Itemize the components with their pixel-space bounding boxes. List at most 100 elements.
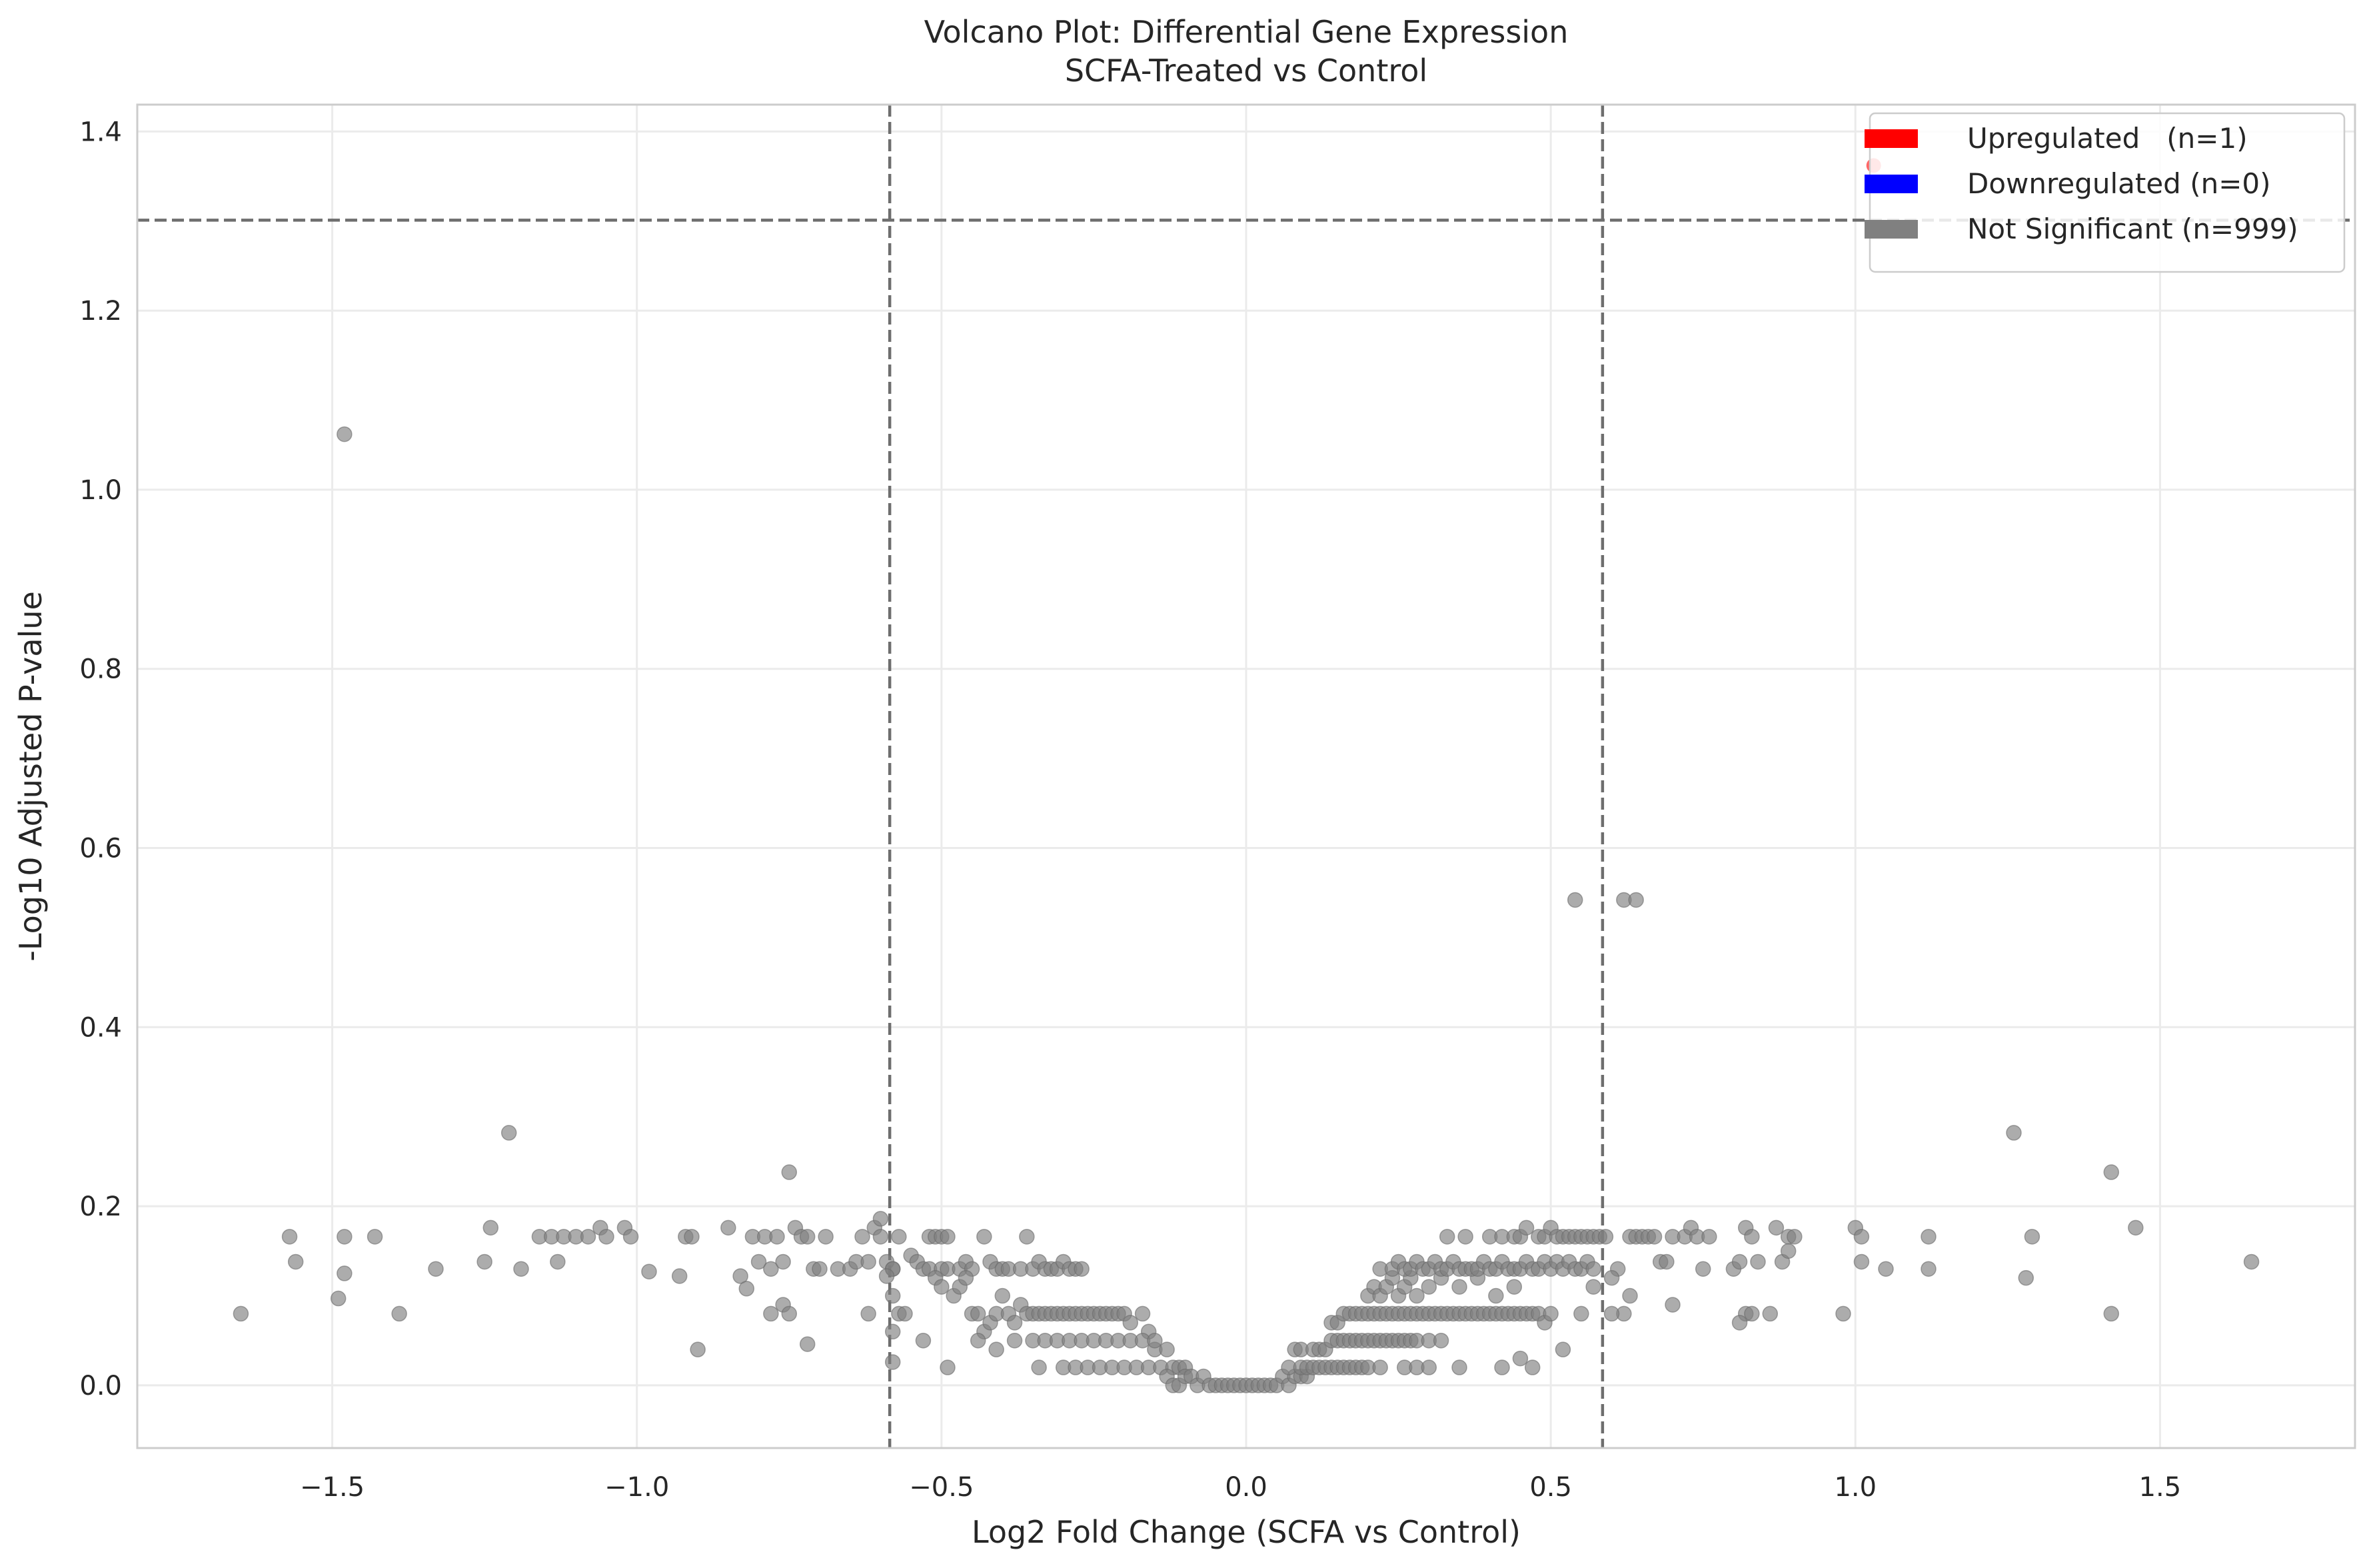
data-point-not-significant <box>233 1305 249 1322</box>
data-point-not-significant <box>281 1229 298 1245</box>
data-point-not-significant <box>2103 1305 2120 1322</box>
data-point-not-significant <box>878 1268 895 1284</box>
data-point-not-significant <box>1134 1305 1151 1322</box>
grid-lines <box>137 105 2355 1448</box>
data-point-not-significant <box>1744 1305 1760 1322</box>
data-point-not-significant <box>1543 1305 1559 1322</box>
data-point-not-significant <box>1567 892 1583 908</box>
data-point-not-significant <box>1006 1315 1023 1331</box>
data-point-not-significant <box>799 1229 816 1245</box>
x-tick-label: −1.0 <box>604 1472 669 1503</box>
data-point-not-significant <box>891 1229 907 1245</box>
data-point-not-significant <box>1488 1287 1504 1304</box>
data-point-not-significant <box>1744 1229 1760 1245</box>
data-point-not-significant <box>1921 1229 1937 1245</box>
data-point-not-significant <box>1372 1359 1388 1375</box>
data-point-not-significant <box>476 1253 492 1270</box>
data-point-not-significant <box>940 1229 956 1245</box>
data-point-not-significant <box>1628 892 1644 908</box>
data-point-not-significant <box>1421 1359 1437 1375</box>
data-point-not-significant <box>2103 1164 2120 1180</box>
y-tick-label: 0.6 <box>79 834 122 864</box>
data-point-not-significant <box>1421 1279 1437 1295</box>
data-point-not-significant <box>1731 1315 1748 1331</box>
data-point-not-significant <box>1573 1305 1589 1322</box>
data-point-not-significant <box>1921 1261 1937 1277</box>
data-point-not-significant <box>1768 1219 1785 1236</box>
y-tick-label: 0.8 <box>79 654 122 685</box>
data-point-not-significant <box>738 1281 755 1297</box>
data-point-not-significant <box>684 1229 700 1245</box>
x-tick-label: −1.5 <box>300 1472 365 1503</box>
data-point-not-significant <box>330 1290 347 1307</box>
data-point-not-significant <box>428 1261 444 1277</box>
data-point-not-significant <box>1665 1297 1681 1313</box>
data-point-not-significant <box>1585 1279 1601 1295</box>
legend: Upregulated (n=1) Downregulated (n=0) No… <box>1865 112 2346 273</box>
data-point-not-significant <box>1731 1253 1748 1270</box>
data-point-not-significant <box>1555 1341 1571 1357</box>
data-point-not-significant <box>940 1359 956 1375</box>
data-point-not-significant <box>1878 1261 1894 1277</box>
data-points <box>233 158 2260 1393</box>
data-point-not-significant <box>2006 1125 2022 1141</box>
data-point-not-significant <box>1585 1261 1601 1277</box>
data-point-not-significant <box>720 1219 736 1236</box>
data-point-not-significant <box>337 1229 353 1245</box>
data-point-not-significant <box>1409 1287 1425 1304</box>
data-point-not-significant <box>970 1332 986 1349</box>
data-point-not-significant <box>763 1305 779 1322</box>
data-point-not-significant <box>1506 1279 1523 1295</box>
data-point-not-significant <box>884 1354 901 1370</box>
data-point-not-significant <box>1147 1332 1163 1349</box>
data-point-not-significant <box>367 1229 383 1245</box>
data-point-not-significant <box>1512 1350 1529 1367</box>
data-point-not-significant <box>1122 1315 1139 1331</box>
data-point-not-significant <box>1433 1332 1449 1349</box>
data-point-not-significant <box>2243 1253 2260 1270</box>
data-point-not-significant <box>812 1261 828 1277</box>
data-point-not-significant <box>854 1229 870 1245</box>
data-point-not-significant <box>2018 1269 2034 1286</box>
legend-swatch-not-significant <box>1865 220 1918 239</box>
data-point-not-significant <box>1646 1229 1663 1245</box>
data-point-not-significant <box>958 1269 974 1286</box>
x-tick-label: −0.5 <box>909 1472 974 1503</box>
data-point-not-significant <box>781 1305 798 1322</box>
chart-subtitle: SCFA-Treated vs Control <box>1065 53 1427 89</box>
data-point-not-significant <box>872 1211 889 1227</box>
data-point-not-significant <box>1659 1253 1675 1270</box>
data-point-not-significant <box>897 1305 913 1322</box>
data-point-not-significant <box>1006 1332 1023 1349</box>
data-point-not-significant <box>550 1253 566 1270</box>
data-point-not-significant <box>799 1336 816 1352</box>
data-point-not-significant <box>1494 1359 1510 1375</box>
data-point-not-significant <box>781 1164 798 1180</box>
data-point-not-significant <box>1159 1341 1175 1357</box>
y-axis-label: -Log10 Adjusted P-value <box>13 591 49 962</box>
data-point-not-significant <box>1031 1359 1047 1375</box>
data-point-not-significant <box>934 1279 950 1295</box>
data-point-not-significant <box>391 1305 407 1322</box>
data-point-not-significant <box>1074 1261 1090 1277</box>
data-point-not-significant <box>500 1125 517 1141</box>
data-point-not-significant <box>287 1253 304 1270</box>
data-point-not-significant <box>860 1253 876 1270</box>
data-point-not-significant <box>1439 1229 1455 1245</box>
data-point-not-significant <box>1019 1229 1035 1245</box>
data-point-not-significant <box>750 1253 767 1270</box>
data-point-not-significant <box>1695 1261 1711 1277</box>
data-point-not-significant <box>641 1263 657 1279</box>
data-point-not-significant <box>818 1229 834 1245</box>
x-axis-label: Log2 Fold Change (SCFA vs Control) <box>972 1514 1521 1550</box>
data-point-not-significant <box>1451 1359 1467 1375</box>
data-point-not-significant <box>1762 1305 1779 1322</box>
data-point-not-significant <box>598 1229 614 1245</box>
x-tick-label: 0.0 <box>1225 1472 1267 1503</box>
data-point-not-significant <box>690 1341 706 1357</box>
data-point-not-significant <box>872 1229 889 1245</box>
data-point-not-significant <box>1622 1287 1638 1304</box>
data-point-not-significant <box>1451 1279 1467 1295</box>
data-point-not-significant <box>732 1268 748 1284</box>
data-point-not-significant <box>988 1341 1004 1357</box>
